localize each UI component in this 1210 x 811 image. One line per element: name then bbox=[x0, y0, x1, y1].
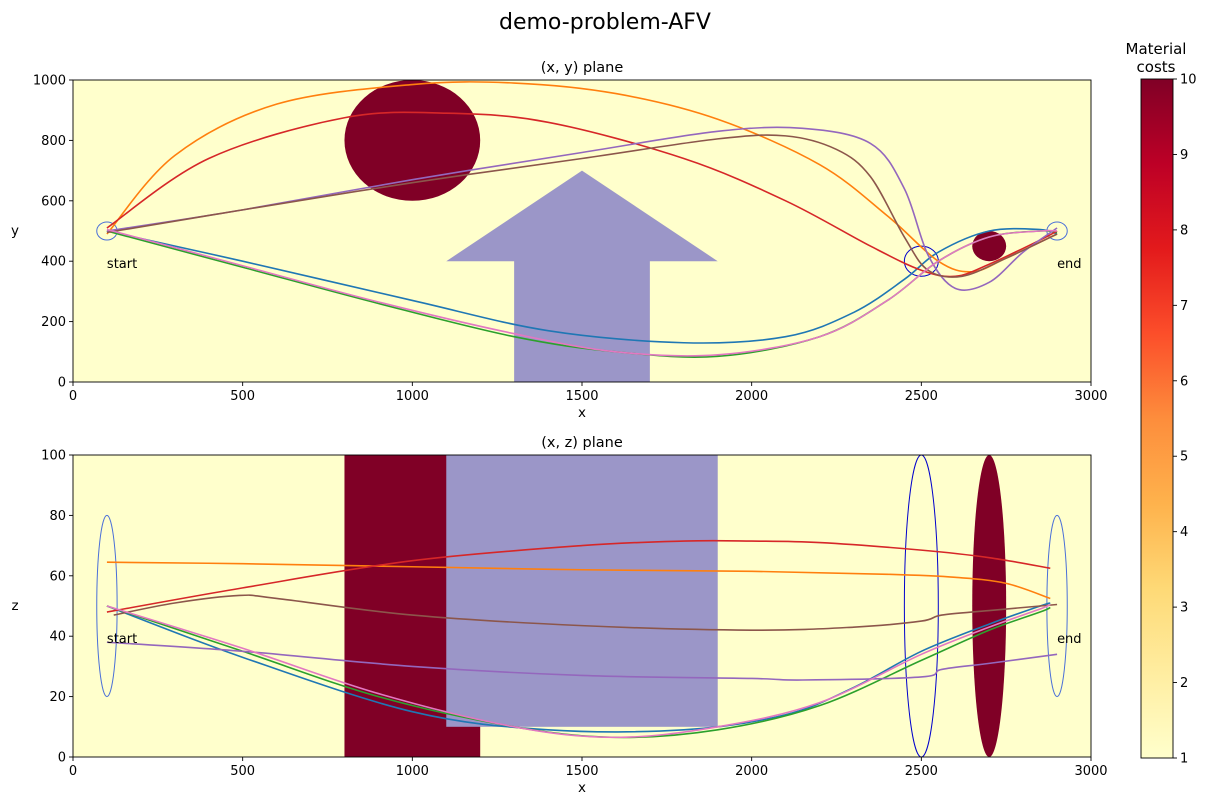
colorbar-tick-label: 3 bbox=[1180, 601, 1188, 616]
x-tick-label: 0 bbox=[69, 389, 77, 404]
colorbar-label-line2: costs bbox=[1137, 58, 1176, 76]
xy-plane-plot: start end 0 500 1000 1500 2000 2500 3000 0 200 400 6… bbox=[11, 60, 1108, 421]
y-tick-label: 1000 bbox=[33, 74, 66, 89]
x-tick-label: 1500 bbox=[565, 764, 598, 779]
trajectory-line-5 bbox=[106, 641, 1058, 681]
x-tick-label: 3000 bbox=[1074, 764, 1107, 779]
obstacle-ellipse bbox=[972, 455, 1007, 757]
subplot-title: (x, y) plane bbox=[541, 60, 624, 76]
colorbar-label-line1: Material bbox=[1126, 40, 1187, 58]
x-tick-label: 2500 bbox=[905, 389, 938, 404]
colorbar-tick-label: 7 bbox=[1180, 299, 1188, 314]
y-tick-label: 60 bbox=[49, 569, 66, 584]
y-tick-label: 400 bbox=[41, 255, 66, 270]
xz-plane-plot: start end 0 500 1000 1500 2000 2500 3000 0 20 40 60 8… bbox=[11, 435, 1107, 796]
x-axis-label: x bbox=[578, 780, 586, 796]
colorbar-tick-label: 4 bbox=[1180, 525, 1188, 540]
y-tick-label: 800 bbox=[41, 134, 66, 149]
y-tick-label: 0 bbox=[58, 376, 66, 391]
x-tick-label: 1000 bbox=[396, 389, 429, 404]
colorbar-tick-label: 1 bbox=[1180, 752, 1188, 767]
obstacle-ellipse bbox=[344, 80, 481, 201]
x-tick-label: 0 bbox=[69, 764, 77, 779]
colorbar-tick-label: 10 bbox=[1180, 73, 1197, 88]
trajectory-line-6 bbox=[113, 594, 1058, 631]
annotation-start: start bbox=[107, 257, 137, 272]
x-tick-label: 2500 bbox=[905, 764, 938, 779]
subplot-title: (x, z) plane bbox=[541, 435, 623, 451]
waypoint-circle bbox=[96, 514, 118, 698]
colorbar-tick-label: 6 bbox=[1180, 374, 1188, 389]
x-tick-label: 1000 bbox=[396, 764, 429, 779]
obstacle-rect bbox=[446, 455, 718, 727]
y-tick-label: 200 bbox=[41, 315, 66, 330]
x-tick-label: 2000 bbox=[735, 764, 768, 779]
y-tick-label: 100 bbox=[41, 449, 66, 464]
x-tick-label: 2000 bbox=[735, 389, 768, 404]
trajectory-line-7 bbox=[106, 603, 1051, 739]
figure-title: demo-problem-AFV bbox=[499, 10, 711, 35]
colorbar-tick-label: 5 bbox=[1180, 450, 1188, 465]
annotation-end: end bbox=[1057, 257, 1082, 272]
x-tick-label: 1500 bbox=[565, 389, 598, 404]
trajectory-line-4 bbox=[106, 539, 1051, 613]
trajectory-line-1 bbox=[106, 227, 1058, 344]
trajectory-line-2 bbox=[106, 81, 1058, 273]
x-tick-label: 3000 bbox=[1074, 389, 1107, 404]
y-tick-label: 40 bbox=[49, 630, 66, 645]
colorbar-tick-label: 2 bbox=[1180, 676, 1188, 691]
trajectory-line-7 bbox=[106, 228, 1058, 357]
trajectory-line-3 bbox=[106, 605, 1051, 739]
y-axis-label: y bbox=[11, 223, 19, 239]
waypoint-circle bbox=[903, 455, 939, 757]
trajectory-line-4 bbox=[106, 111, 1058, 278]
x-tick-label: 500 bbox=[230, 389, 255, 404]
y-tick-label: 600 bbox=[41, 194, 66, 209]
trajectory-line-2 bbox=[106, 561, 1051, 600]
trajectory-line-5 bbox=[106, 126, 1058, 291]
x-tick-label: 500 bbox=[230, 764, 255, 779]
y-tick-label: 80 bbox=[49, 509, 66, 524]
material-cost-colorbar: Material costs 1 2 3 4 5 6 7 8 9 10 bbox=[1126, 40, 1197, 767]
annotation-start: start bbox=[107, 632, 137, 647]
annotation-end: end bbox=[1057, 632, 1082, 647]
colorbar-tick-label: 9 bbox=[1180, 148, 1188, 163]
trajectory-line-6 bbox=[106, 134, 1058, 278]
y-axis-label: z bbox=[11, 598, 18, 614]
y-tick-label: 20 bbox=[49, 690, 66, 705]
obstacle-arrow bbox=[446, 170, 718, 382]
y-tick-label: 0 bbox=[58, 751, 66, 766]
colorbar-gradient bbox=[1140, 78, 1174, 759]
colorbar-tick-label: 8 bbox=[1180, 223, 1188, 238]
x-axis-label: x bbox=[578, 405, 586, 421]
obstacle-ellipse bbox=[972, 231, 1007, 262]
